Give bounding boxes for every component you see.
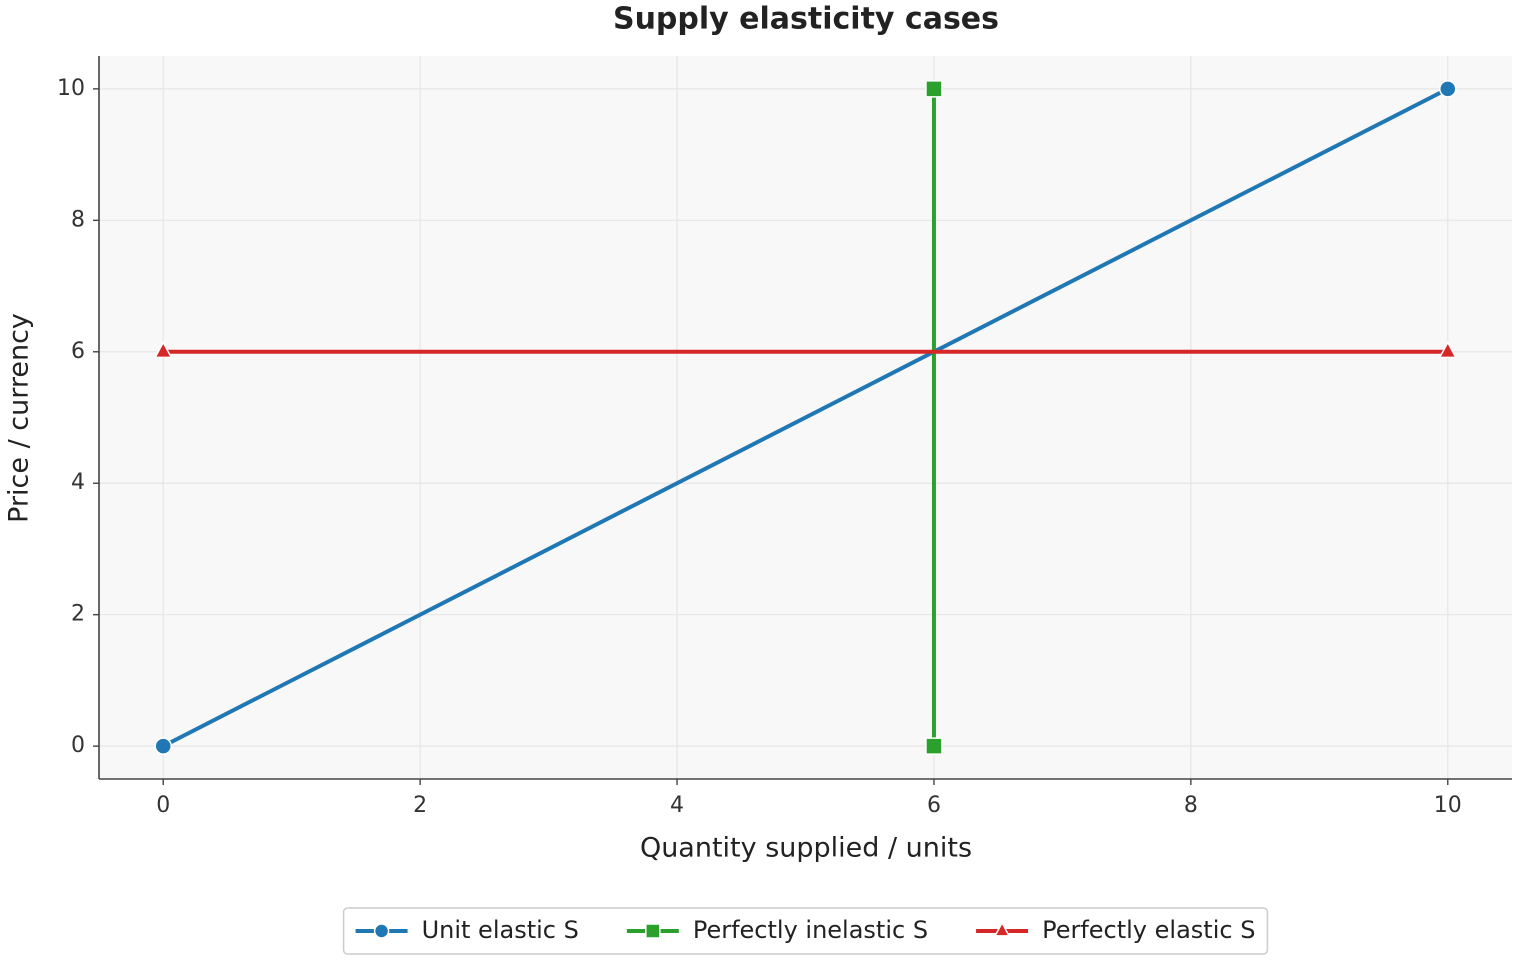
marker — [925, 737, 943, 755]
legend-label: Perfectly elastic S — [1042, 916, 1255, 944]
marker — [1439, 80, 1457, 98]
marker — [1438, 340, 1458, 359]
legend-label: Perfectly inelastic S — [693, 916, 928, 944]
marker — [373, 923, 390, 939]
series-line — [162, 87, 1449, 748]
x-tick-label: 4 — [670, 793, 684, 818]
y-axis-label: Price / currency — [4, 313, 35, 523]
chart-title: Supply elasticity cases — [613, 2, 999, 37]
x-tick-label: 2 — [413, 793, 427, 818]
legend-item: Perfectly elastic S — [976, 916, 1255, 944]
y-tick-label: 4 — [71, 470, 85, 495]
legend: Unit elastic S Perfectly inelastic S Perfe… — [342, 907, 1269, 955]
legend-label: Unit elastic S — [422, 916, 579, 944]
marker — [153, 340, 173, 359]
y-tick-label: 8 — [71, 207, 85, 232]
marker — [993, 921, 1011, 937]
x-axis-label: Quantity supplied / units — [640, 833, 972, 864]
legend-box — [342, 907, 1269, 955]
legend-item: Unit elastic S — [355, 916, 579, 944]
marker — [925, 80, 943, 98]
legend-item: Perfectly inelastic S — [626, 916, 928, 944]
marker — [154, 737, 172, 755]
marks — [153, 80, 1458, 755]
marker — [645, 923, 661, 939]
x-tick-label: 10 — [1434, 793, 1462, 818]
y-tick-label: 10 — [57, 76, 85, 101]
y-tick-label: 6 — [71, 339, 85, 364]
y-tick-label: 0 — [71, 733, 85, 758]
x-tick-label: 8 — [1184, 793, 1198, 818]
x-tick-label: 0 — [156, 793, 170, 818]
x-tick-label: 6 — [927, 793, 941, 818]
y-tick-label: 2 — [71, 602, 85, 627]
